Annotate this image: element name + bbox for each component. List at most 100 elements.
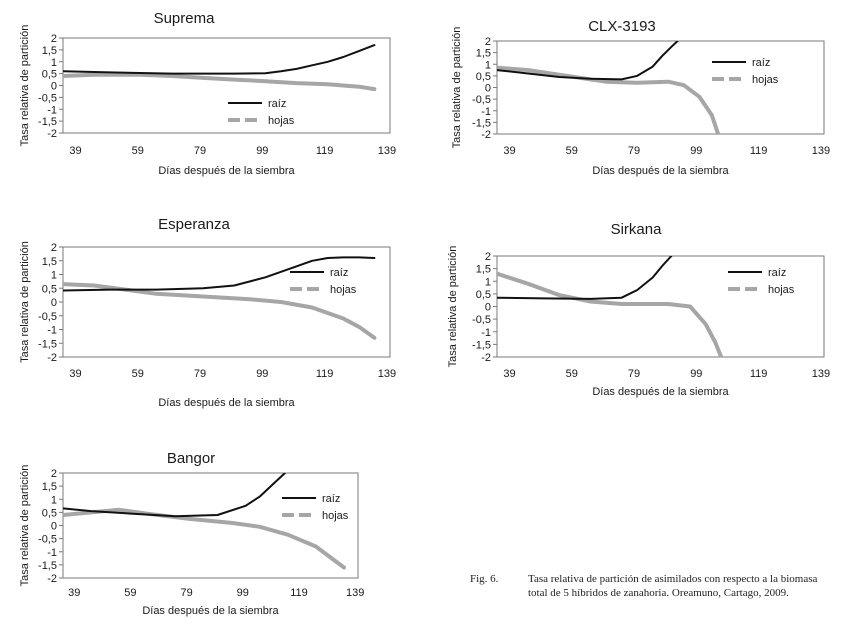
y-axis-label: Tasa relativa de partición [19,465,31,587]
chart-title: Sirkana [611,221,663,238]
x-tick-label: 99 [256,145,268,157]
x-axis-label: Días después de la siembra [592,165,729,177]
y-tick-label: 0,5 [42,507,57,519]
y-tick-label: 0 [485,83,491,95]
legend-label: raíz [768,267,786,279]
y-tick-label: -1 [481,106,491,118]
x-axis-label: Días después de la siembra [158,165,295,177]
x-tick-label: 119 [750,368,768,380]
x-tick-label: 39 [503,145,515,157]
y-tick-label: 1 [485,276,491,288]
x-tick-label: 39 [68,587,80,599]
y-tick-label: -0,5 [472,314,491,326]
y-tick-label: 0 [51,81,57,93]
series-line-hojas [497,271,724,357]
y-tick-label: -2 [47,128,57,140]
y-tick-label: 2 [485,36,491,48]
x-tick-label: 119 [290,587,308,599]
x-axis-label: Días después de la siembra [142,605,279,617]
x-tick-label: 59 [132,368,144,380]
y-tick-label: 0,5 [42,69,57,81]
x-tick-label: 99 [256,368,268,380]
x-tick-label: 59 [124,587,136,599]
x-axis-label: Días después de la siembra [592,386,729,398]
y-tick-label: -0,5 [38,92,57,104]
y-tick-label: 1,5 [42,45,57,57]
plot-frame [62,472,359,579]
x-tick-label: 119 [316,368,334,380]
legend-label: hojas [752,74,779,86]
y-tick-label: -1 [481,327,491,339]
x-tick-label: 39 [69,145,81,157]
series-line-raiz [497,256,673,300]
legend-label: raíz [752,57,770,69]
chart-esperanza: Esperanza 2 1,5 10,5 0 -0,5 -1-1,5 -2 39 59 79 99 11… [19,216,396,409]
chart-sirkana: Sirkana 21,510,50-0,5-1-1,5-2 39 59 79 99 119 1… [447,221,830,398]
x-tick-label: 99 [690,368,702,380]
y-tick-label: -2 [481,352,491,364]
chart-title: Bangor [167,450,215,467]
series-line-raiz [63,44,376,75]
x-tick-label: 99 [237,587,249,599]
y-tick-label: 2 [485,251,491,263]
series-line-hojas [497,65,721,134]
y-tick-label: 1,5 [42,481,57,493]
y-tick-label: -2 [481,129,491,141]
series-line-hojas [63,507,346,570]
chart-title: CLX-3193 [588,18,656,35]
y-tick-label: 1,5 [42,256,57,268]
legend-label: raíz [330,267,348,279]
x-tick-label: 79 [628,145,640,157]
caption-text: Tasa relativa de partición de asimilados… [528,573,818,599]
y-tick-label: 1 [485,59,491,71]
chart-clx-3193: CLX-3193 21,510,50-0,5-1-1,5-2 39 59 79 99 119… [451,18,830,177]
legend-label: hojas [330,284,357,296]
x-tick-label: 119 [750,145,768,157]
x-tick-label: 59 [566,145,578,157]
legend-label: hojas [268,115,295,127]
chart-title: Suprema [154,10,216,27]
y-tick-label: 1 [51,270,57,282]
x-axis-label: Días después de la siembra [158,397,295,409]
y-tick-label: 0,5 [476,71,491,83]
x-tick-label: 79 [194,145,206,157]
caption-label: Fig. 6. [470,573,499,585]
y-tick-label: -0,5 [38,311,57,323]
y-tick-label: -1,5 [38,116,57,128]
plot-frame [62,246,391,358]
y-tick-label: 1,5 [476,264,491,276]
chart-title: Esperanza [158,216,230,233]
x-tick-label: 139 [378,368,396,380]
y-tick-label: 0 [51,521,57,533]
legend-label: raíz [322,493,340,505]
x-tick-label: 59 [566,368,578,380]
x-tick-label: 139 [812,368,830,380]
y-tick-label: 2 [51,468,57,480]
x-tick-label: 79 [628,368,640,380]
y-tick-label: 0 [51,297,57,309]
y-axis-label: Tasa relativa de partición [451,27,463,149]
y-tick-label: -2 [47,352,57,364]
y-axis-label: Tasa relativa de partición [19,241,31,363]
series-line-hojas [63,282,377,340]
x-tick-label: 139 [346,587,364,599]
series-line-raiz [63,256,376,292]
y-tick-label: -1 [47,104,57,116]
x-tick-label: 99 [690,145,702,157]
y-tick-label: 0,5 [476,289,491,301]
legend-label: hojas [322,510,349,522]
y-tick-label: -1 [47,547,57,559]
x-tick-label: 139 [812,145,830,157]
y-tick-label: -1,5 [38,560,57,572]
y-axis-label: Tasa relativa de partición [447,246,459,368]
y-tick-label: 2 [51,242,57,254]
y-tick-label: -1,5 [472,339,491,351]
y-tick-label: -0,5 [472,94,491,106]
y-tick-label: -1 [47,325,57,337]
y-axis-label: Tasa relativa de partición [19,25,31,147]
plot-frame [496,40,825,135]
y-tick-label: -0,5 [38,534,57,546]
legend-label: hojas [768,284,795,296]
y-tick-label: -2 [47,573,57,585]
x-tick-label: 79 [194,368,206,380]
